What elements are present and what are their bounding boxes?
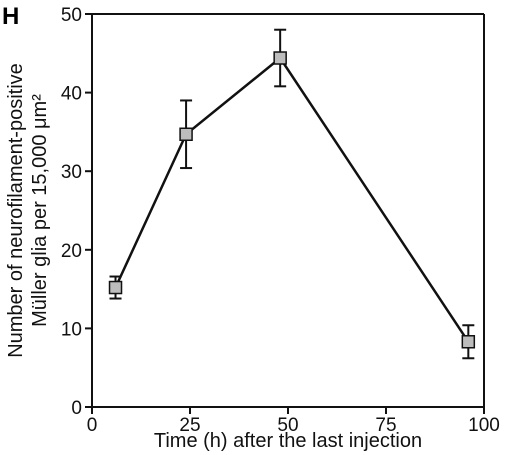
y-tick-label: 50 xyxy=(61,5,82,26)
y-ticks: 0 10 20 30 40 50 xyxy=(61,5,92,419)
series-group xyxy=(108,28,476,360)
y-tick-label: 20 xyxy=(61,241,82,262)
x-tick-label: 50 xyxy=(277,415,298,436)
y-axis-title: Number of neurofilament-positive Müller … xyxy=(5,63,51,358)
x-ticks: 0 25 50 75 100 xyxy=(87,407,500,436)
panel-letter: H xyxy=(2,3,19,30)
y-tick-label: 30 xyxy=(61,162,82,183)
y-tick-label: 10 xyxy=(61,319,82,340)
y-axis-title-line1: Number of neurofilament-positive xyxy=(5,63,27,358)
y-tick-label: 0 xyxy=(71,398,82,419)
data-point-marker xyxy=(461,335,476,349)
x-axis-title: Time (h) after the last injection xyxy=(154,430,422,452)
data-point-marker xyxy=(273,51,287,65)
y-tick-label: 40 xyxy=(61,84,82,105)
data-point-marker xyxy=(179,127,193,142)
x-tick-label: 75 xyxy=(375,415,396,436)
series-line xyxy=(114,56,470,343)
data-point-marker xyxy=(108,280,123,295)
x-tick-label: 100 xyxy=(468,415,500,436)
x-tick-label: 0 xyxy=(87,415,98,436)
x-tick-label: 25 xyxy=(179,415,200,436)
y-axis-title-line2: Müller glia per 15,000 μm² xyxy=(29,94,51,327)
